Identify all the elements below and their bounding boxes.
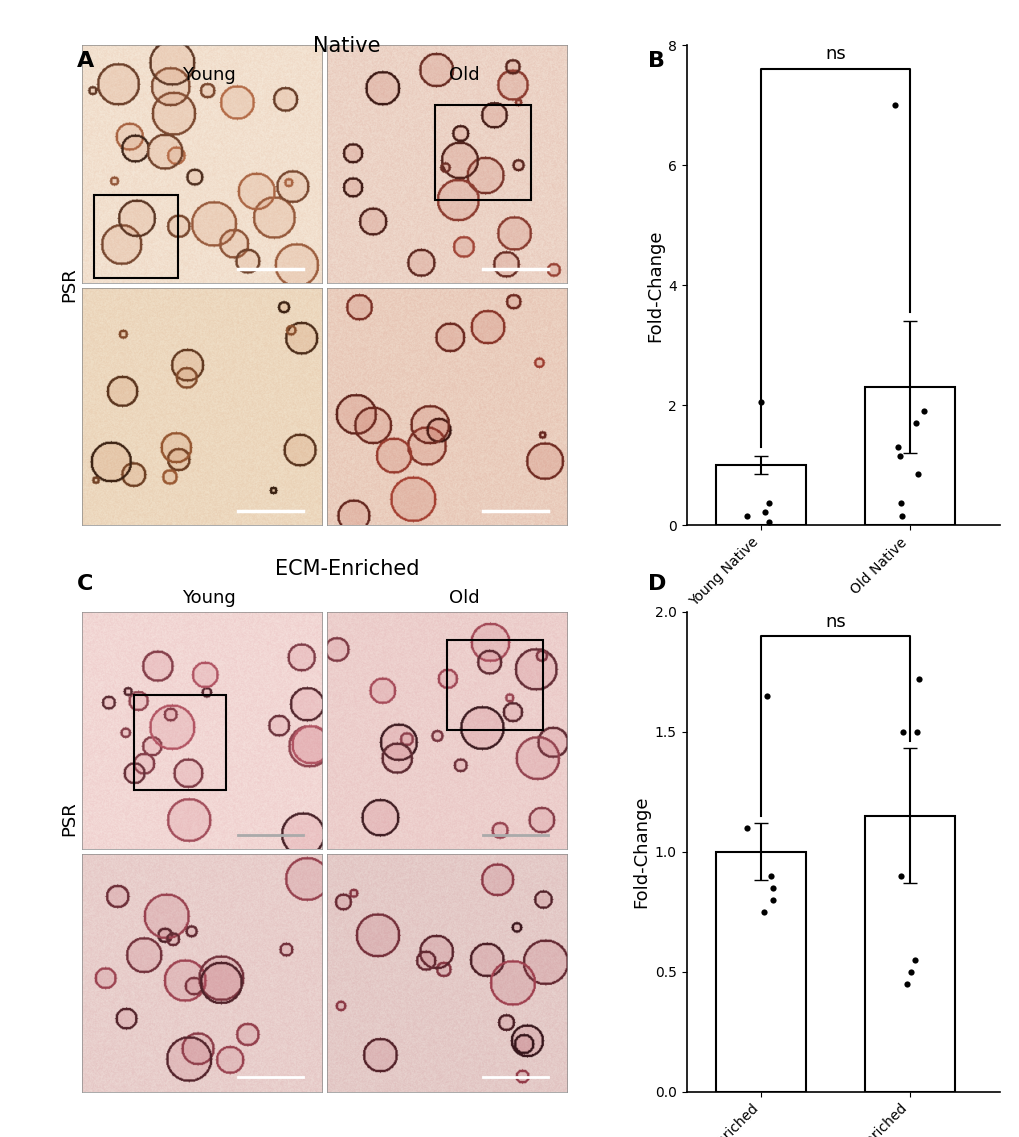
Point [907, 414, 923, 432]
Point [759, 493, 775, 512]
Bar [434, 105, 530, 200]
Point [902, 962, 918, 980]
Text: Native: Native [313, 36, 380, 57]
Bar [135, 695, 225, 790]
Point [889, 438, 905, 456]
Text: B: B [647, 51, 664, 72]
Point [887, 97, 903, 115]
Point [895, 722, 911, 740]
Point [898, 974, 914, 993]
Point [893, 507, 909, 525]
Point [764, 890, 781, 908]
Point [756, 503, 772, 521]
Text: ns: ns [824, 613, 845, 631]
Text: Young: Young [182, 589, 235, 607]
Point [760, 513, 776, 531]
Text: PSR: PSR [60, 802, 78, 836]
Point [908, 722, 924, 740]
Bar [715, 465, 805, 525]
Text: ns: ns [824, 45, 845, 64]
Point [761, 866, 777, 885]
Bar [94, 196, 177, 279]
Text: A: A [76, 51, 94, 72]
Point [764, 879, 781, 897]
Point [752, 393, 768, 412]
Point [738, 507, 754, 525]
Text: D: D [647, 574, 665, 595]
Point [892, 866, 908, 885]
Bar [715, 852, 805, 1092]
Point [915, 402, 931, 421]
Point [906, 951, 922, 969]
Bar [864, 815, 954, 1092]
Point [909, 465, 925, 483]
Point [758, 687, 774, 705]
Text: Old: Old [448, 589, 479, 607]
Y-axis label: Fold-Change: Fold-Change [645, 230, 663, 341]
Text: Old: Old [448, 66, 479, 84]
Text: Young: Young [182, 66, 235, 84]
Point [739, 819, 755, 837]
Text: PSR: PSR [60, 267, 78, 301]
Y-axis label: Fold-Change: Fold-Change [632, 796, 650, 907]
Point [892, 493, 908, 512]
Bar [864, 388, 954, 525]
Point [910, 670, 926, 688]
Point [892, 447, 908, 465]
Text: ECM-Enriched: ECM-Enriched [274, 559, 419, 580]
Point [755, 903, 771, 921]
Text: C: C [76, 574, 93, 595]
Bar [446, 640, 542, 730]
